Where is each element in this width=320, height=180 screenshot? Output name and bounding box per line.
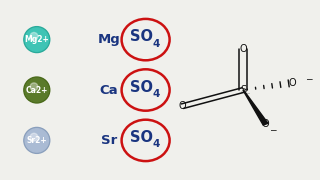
Text: −: − (269, 125, 276, 134)
Text: SO: SO (130, 80, 153, 95)
Circle shape (24, 127, 50, 153)
Circle shape (25, 129, 48, 152)
Text: O: O (289, 78, 297, 88)
Text: O: O (262, 119, 269, 129)
Circle shape (30, 133, 38, 141)
Text: SO: SO (130, 29, 153, 44)
Text: O: O (239, 44, 247, 54)
Text: Mg: Mg (97, 33, 120, 46)
Text: Sr: Sr (101, 134, 117, 147)
Text: ···: ··· (245, 91, 251, 96)
Text: O: O (179, 101, 186, 111)
Text: Ca2+: Ca2+ (26, 86, 48, 94)
Text: SO: SO (130, 130, 153, 145)
Circle shape (24, 27, 50, 53)
Circle shape (30, 83, 38, 91)
Text: 4: 4 (153, 89, 160, 99)
Text: Sr2+: Sr2+ (27, 136, 47, 145)
Text: Ca: Ca (100, 84, 118, 96)
Text: −: − (305, 74, 312, 83)
Text: S: S (240, 85, 246, 95)
Circle shape (25, 28, 48, 51)
Circle shape (24, 77, 50, 103)
Polygon shape (243, 90, 268, 125)
Circle shape (30, 32, 38, 40)
Text: 4: 4 (153, 39, 160, 49)
Circle shape (25, 78, 48, 102)
Text: 4: 4 (153, 139, 160, 149)
Text: Mg2+: Mg2+ (24, 35, 49, 44)
